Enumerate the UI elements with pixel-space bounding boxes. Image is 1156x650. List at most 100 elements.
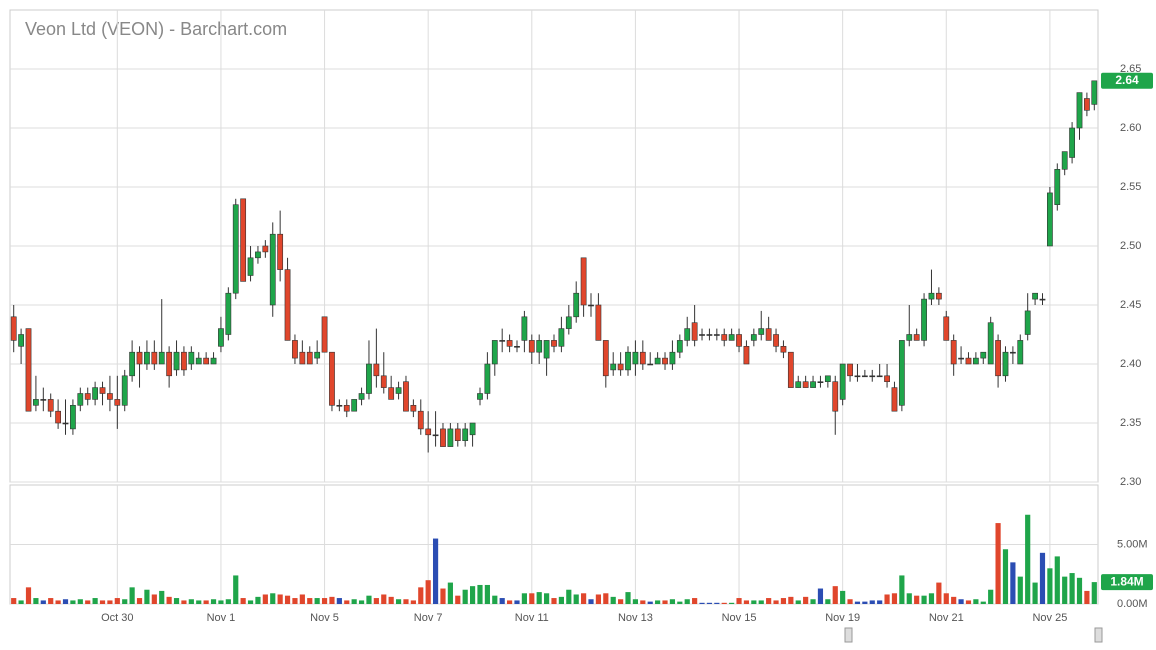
- volume-bar: [62, 599, 69, 604]
- volume-bar: [610, 596, 616, 604]
- volume-bar: [55, 600, 61, 604]
- volume-bar: [388, 596, 394, 604]
- volume-bar: [99, 600, 106, 604]
- volume-bar: [210, 599, 217, 604]
- volume-bar: [536, 592, 542, 604]
- candle-body: [876, 375, 883, 378]
- volume-bar: [1091, 582, 1097, 604]
- y-tick-label: 2.30: [1120, 476, 1141, 488]
- candle-body: [1024, 310, 1031, 335]
- candle-body: [33, 399, 39, 406]
- candle-body: [780, 345, 787, 353]
- candle-body: [765, 328, 772, 341]
- candle-body: [839, 363, 846, 400]
- volume-bar: [1069, 573, 1075, 604]
- candle-body: [602, 340, 609, 377]
- volume-bar: [395, 599, 402, 604]
- scroll-handle[interactable]: [1094, 627, 1103, 643]
- candle-body: [255, 251, 261, 259]
- last-volume-label: 1.84M: [1110, 574, 1143, 588]
- volume-bar: [484, 584, 490, 604]
- volume-bar: [1054, 556, 1060, 604]
- volume-bar: [1084, 590, 1090, 604]
- volume-bar: [507, 600, 513, 604]
- volume-bar: [914, 595, 920, 604]
- candle-body: [173, 351, 180, 371]
- candle-body: [551, 340, 557, 347]
- y-tick-label: 2.45: [1120, 299, 1141, 311]
- volume-bar: [699, 602, 705, 604]
- volume-bar: [418, 587, 424, 604]
- volume-bar: [114, 598, 120, 604]
- candle-body: [1054, 169, 1061, 206]
- volume-bar: [692, 598, 698, 604]
- chart-title: Veon Ltd (VEON) - Barchart.com: [25, 19, 287, 39]
- volume-bar: [366, 595, 372, 604]
- candle-body: [558, 328, 565, 347]
- candle-body: [121, 375, 128, 406]
- volume-bar: [869, 600, 875, 604]
- candle-body: [861, 375, 868, 378]
- candle-body: [136, 351, 143, 365]
- x-tick-label: Nov 19: [825, 612, 860, 624]
- volume-bar: [847, 599, 853, 604]
- volume-bar: [292, 598, 298, 604]
- candle-body: [351, 399, 358, 412]
- candle-body: [77, 393, 84, 406]
- volume-bar: [877, 600, 883, 604]
- candle-body: [706, 334, 713, 336]
- volume-tick-label: 5.00M: [1117, 538, 1148, 550]
- candle-body: [654, 357, 661, 365]
- volume-bar: [921, 595, 927, 604]
- volume-bar: [262, 594, 268, 604]
- volume-bar: [18, 600, 24, 604]
- volume-bar: [455, 595, 461, 604]
- candle-body: [787, 351, 794, 388]
- volume-bar: [373, 598, 379, 604]
- volume-bar: [336, 598, 342, 604]
- candle-body: [410, 404, 417, 412]
- y-tick-label: 2.40: [1120, 358, 1141, 370]
- volume-bar: [70, 600, 76, 604]
- candle-body: [1076, 92, 1083, 129]
- volume-bar: [469, 586, 476, 604]
- volume-bar: [447, 582, 453, 604]
- candle-body: [995, 340, 1001, 377]
- volume-bar: [773, 600, 779, 604]
- candle-body: [84, 393, 91, 400]
- volume-tick-label: 0.00M: [1117, 598, 1148, 610]
- candle-body: [514, 345, 520, 348]
- candle-body: [70, 404, 76, 430]
- volume-bar: [647, 601, 653, 604]
- volume-bar: [492, 595, 498, 604]
- volume-bar: [181, 600, 187, 604]
- candle-body: [55, 410, 61, 424]
- candle-body: [195, 357, 202, 365]
- volume-bar: [25, 587, 32, 604]
- candle-body: [321, 316, 328, 353]
- candle-body: [669, 351, 676, 365]
- candle-body: [18, 334, 24, 347]
- volume-bar: [33, 598, 39, 604]
- candle-body: [854, 375, 861, 378]
- candle-body: [1084, 98, 1090, 111]
- volume-bar: [11, 598, 17, 604]
- candle-body: [987, 322, 994, 365]
- volume-bar: [329, 596, 335, 604]
- candle-body: [144, 351, 150, 365]
- candle-body: [440, 428, 446, 447]
- candle-body: [203, 357, 210, 365]
- y-tick-label: 2.55: [1120, 181, 1141, 193]
- candle-body: [676, 340, 683, 353]
- scroll-handle[interactable]: [844, 627, 853, 643]
- candle-body: [802, 381, 809, 388]
- volume-bar: [640, 600, 646, 604]
- volume-bar: [862, 601, 868, 604]
- candle-body: [625, 351, 631, 371]
- volume-bar: [351, 599, 357, 604]
- volume-bar: [277, 594, 283, 604]
- volume-bar: [595, 594, 601, 604]
- volume-bar: [899, 575, 905, 604]
- candle-body: [721, 334, 728, 341]
- candle-body: [743, 345, 750, 365]
